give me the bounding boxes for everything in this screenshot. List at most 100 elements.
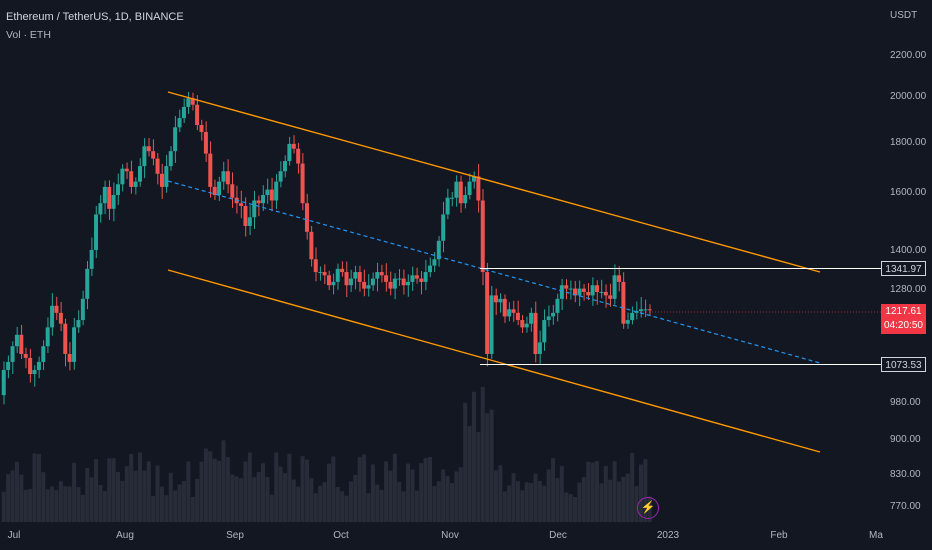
candle-body <box>173 127 178 152</box>
channel-mid-line[interactable] <box>167 180 821 364</box>
candle-body <box>467 181 472 196</box>
candle-body <box>80 298 85 321</box>
candle-body <box>573 288 578 296</box>
volume-bar <box>168 472 173 522</box>
volume-bar <box>309 478 314 522</box>
volume-bar <box>177 484 182 522</box>
volume-bar <box>102 491 107 522</box>
volume-bar <box>454 471 459 522</box>
time-tick: Oct <box>333 530 349 541</box>
candle-body <box>498 298 503 303</box>
volume-bar <box>388 470 393 522</box>
volume-bar <box>432 486 437 522</box>
candle-body <box>199 125 204 132</box>
candle-body <box>212 186 217 196</box>
candle-body <box>190 98 195 105</box>
candle-body <box>19 334 24 354</box>
candle-body <box>41 346 46 362</box>
volume-bar <box>428 457 433 522</box>
volume-bar <box>10 470 15 522</box>
candle-body <box>269 189 274 201</box>
candle-body <box>54 305 59 313</box>
volume-bar <box>581 477 586 522</box>
candle-body <box>261 195 266 204</box>
price-tick: 1800.00 <box>890 137 927 148</box>
volume-bar <box>133 470 138 522</box>
volume-bar <box>410 469 415 522</box>
volume-bar <box>181 480 186 522</box>
volume-bar <box>265 477 270 522</box>
candle-body <box>353 272 358 279</box>
candle-body <box>89 249 94 269</box>
candle-body <box>603 291 608 296</box>
support-price-label[interactable]: 1073.53 <box>881 357 926 372</box>
volume-bar <box>296 486 301 522</box>
symbol-title[interactable]: Ethereum / TetherUS, 1D, BINANCE <box>6 11 184 23</box>
candle-body <box>256 200 261 204</box>
candle-body <box>265 189 270 196</box>
volume-bar <box>524 482 529 522</box>
candle-body <box>485 272 490 354</box>
candle-body <box>362 281 367 289</box>
candle-body <box>463 195 468 204</box>
volume-bar <box>326 463 331 522</box>
volume-bar <box>137 452 142 522</box>
volume-bar <box>406 463 411 522</box>
volume-indicator-label[interactable]: Vol · ETH <box>6 29 51 41</box>
volume-bar <box>612 461 617 522</box>
candle-body <box>296 148 301 164</box>
volume-bar <box>41 472 46 522</box>
candle-body <box>151 151 156 159</box>
price-axis-currency[interactable]: USDT <box>890 10 918 21</box>
channel-upper-line[interactable] <box>167 91 821 273</box>
volume-bar <box>515 481 520 522</box>
candle-body <box>195 104 200 126</box>
candle-body <box>116 184 121 196</box>
price-tick: 1600.00 <box>890 187 927 198</box>
candle-body <box>45 327 50 347</box>
candle-body <box>489 295 494 354</box>
candle-body <box>616 275 621 282</box>
volume-bar <box>551 458 556 522</box>
volume-bar <box>573 496 578 522</box>
candle-body <box>621 281 626 324</box>
volume-bar <box>283 473 288 522</box>
volume-bar <box>159 486 164 522</box>
candle-body <box>370 278 375 286</box>
volume-bar <box>603 465 608 522</box>
price-tick: 1280.00 <box>890 284 927 295</box>
last-price-label[interactable]: 1217.61 04:20:50 <box>881 304 926 334</box>
volume-bar <box>287 453 292 522</box>
volume-bar <box>537 480 542 522</box>
candle-body <box>1 369 6 396</box>
volume-bar <box>379 489 384 522</box>
lightning-icon[interactable]: ⚡ <box>637 497 659 519</box>
candle-body <box>388 281 393 289</box>
volume-bar <box>45 489 50 522</box>
candle-body <box>331 281 336 286</box>
time-tick: Dec <box>549 530 567 541</box>
volume-bar <box>291 479 296 522</box>
channel-lower-line[interactable] <box>167 269 821 453</box>
volume-bar <box>208 451 213 522</box>
candle-body <box>493 295 498 303</box>
candle-body <box>555 298 560 313</box>
candle-body <box>58 312 63 324</box>
candle-body <box>529 312 534 324</box>
volume-bar <box>19 474 24 522</box>
candle-body <box>107 186 112 209</box>
candle-body <box>32 369 37 375</box>
resistance-price-label[interactable]: 1341.97 <box>881 261 926 276</box>
volume-bar <box>384 461 389 522</box>
candle-body <box>300 163 305 204</box>
candle-body <box>225 171 230 185</box>
volume-bar <box>203 448 208 522</box>
candle-body <box>625 320 630 324</box>
volume-bar <box>357 457 362 522</box>
candle-body <box>274 181 279 201</box>
volume-bar <box>63 486 68 522</box>
volume-bar <box>502 491 507 522</box>
volume-bar <box>313 493 318 522</box>
candle-body <box>577 288 582 296</box>
